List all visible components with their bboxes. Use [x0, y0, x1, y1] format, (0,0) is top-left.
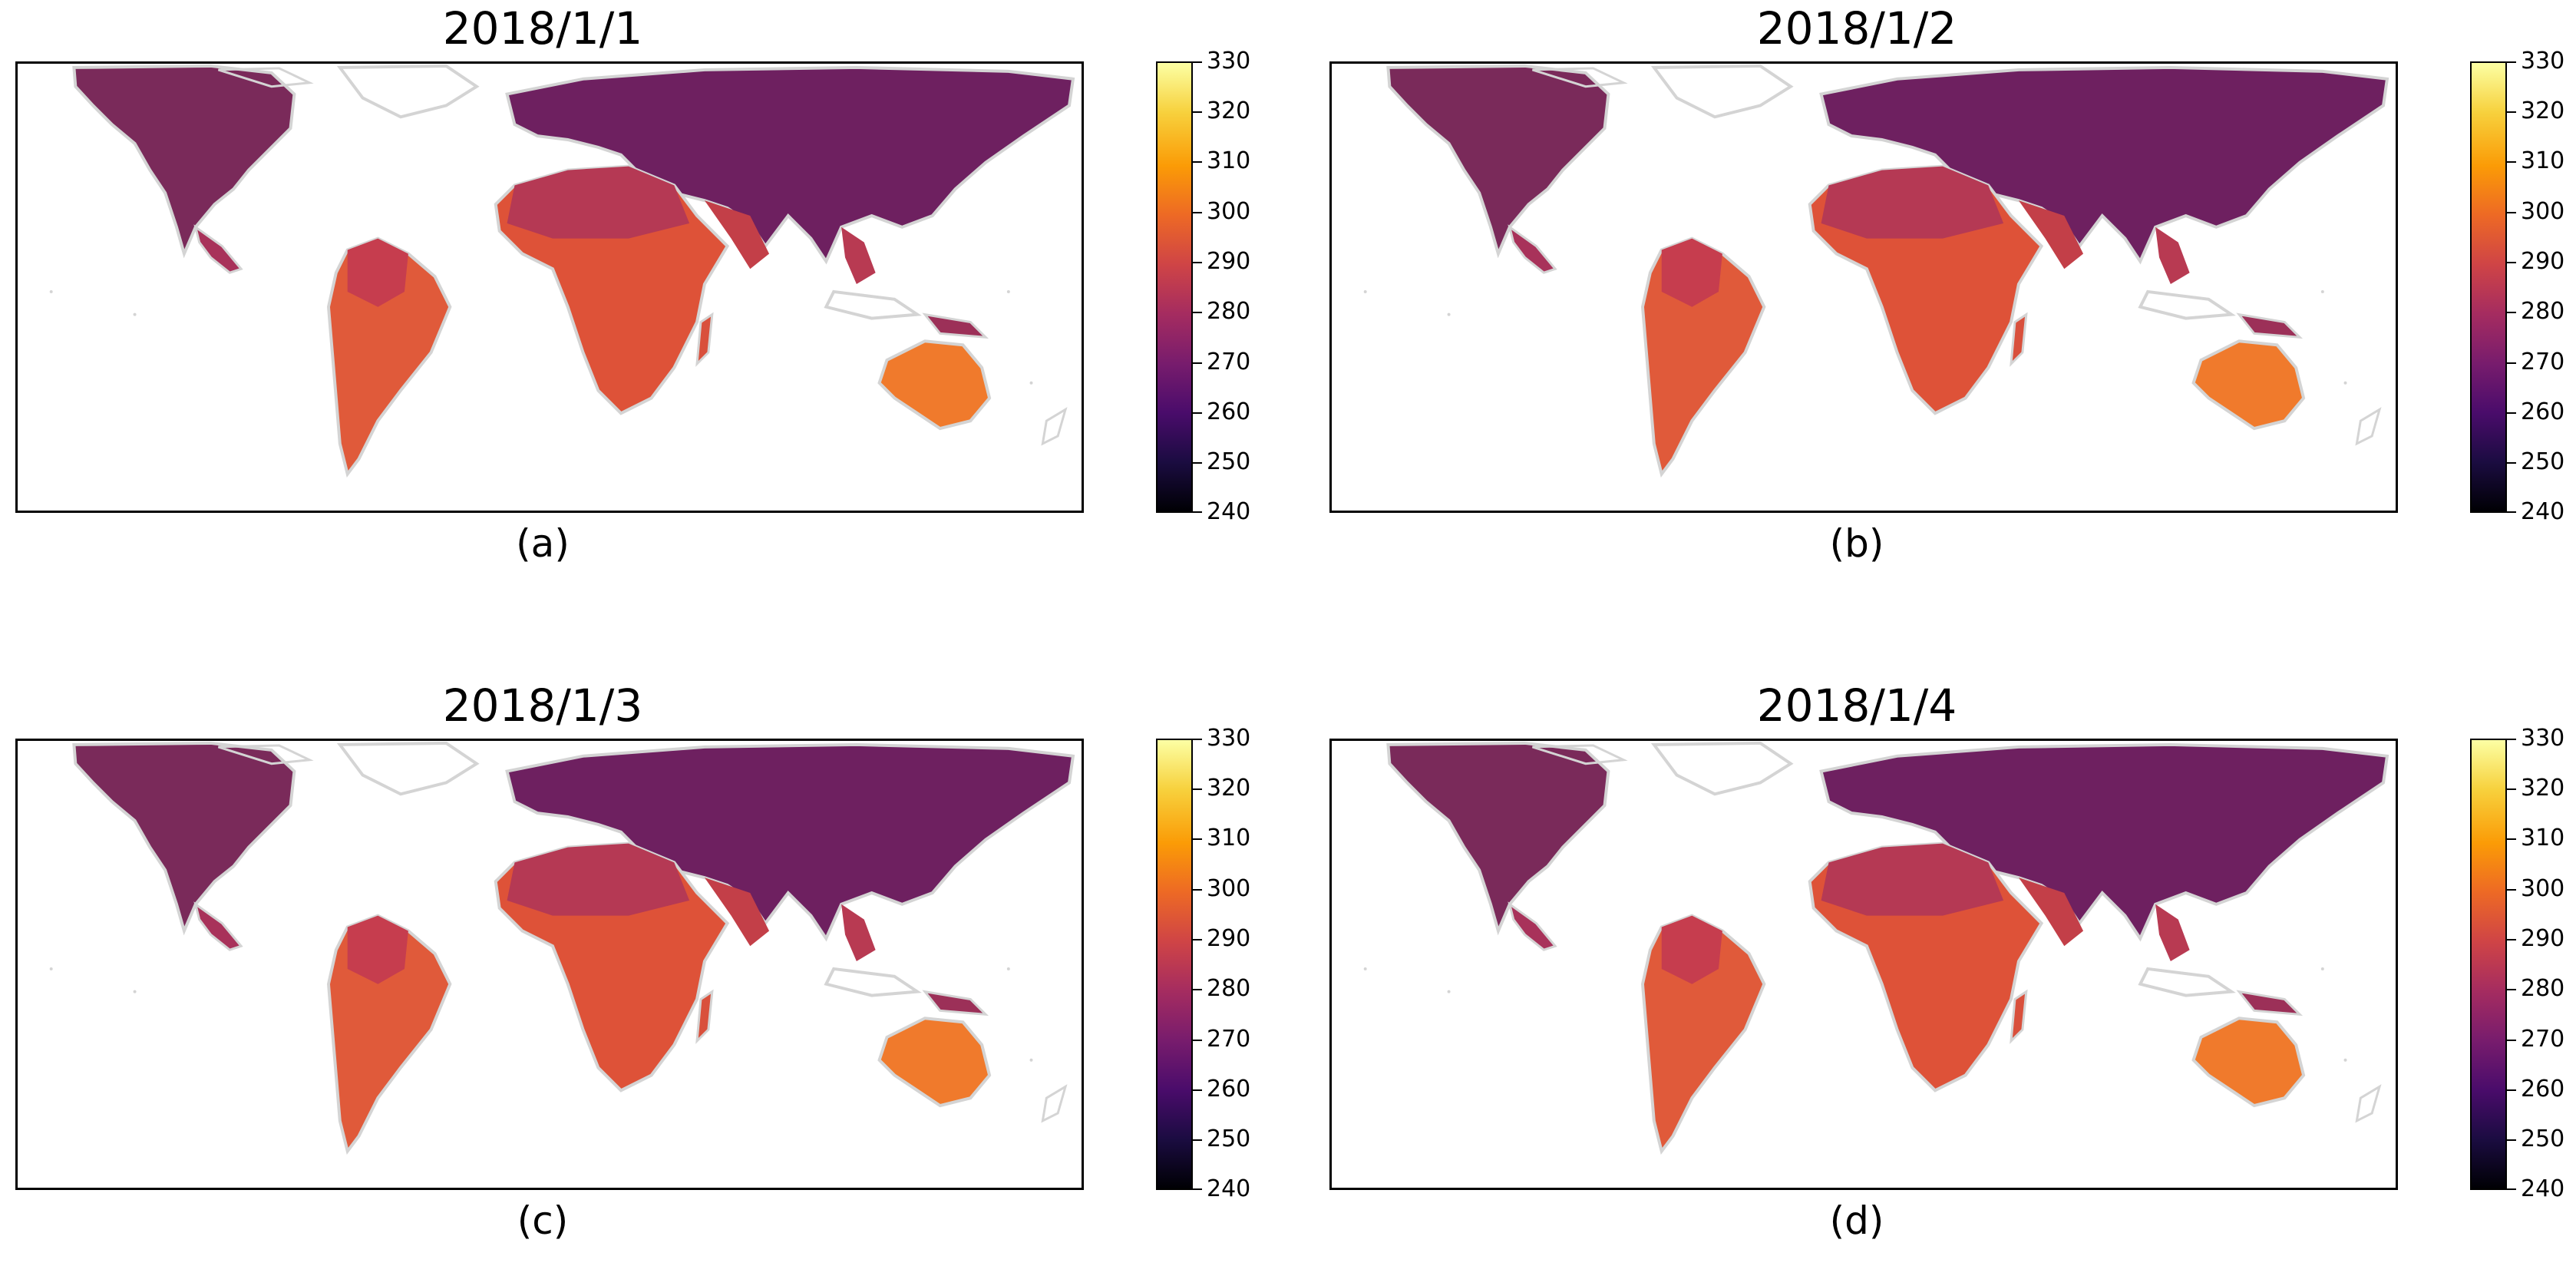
colorbar-tick-label: 250 — [1207, 448, 1251, 475]
colorbar-tick-label: 250 — [1207, 1126, 1251, 1152]
colorbar-tick-label: 290 — [2521, 248, 2565, 275]
panel-label: (b) — [1829, 521, 1884, 566]
colorbar-tick-label: 330 — [2521, 725, 2565, 752]
colorbar-tick-label: 320 — [1207, 775, 1251, 802]
panel-label: (d) — [1829, 1198, 1884, 1243]
colorbar-tick-label: 280 — [2521, 975, 2565, 1002]
map-frame — [15, 61, 1084, 513]
colorbar-tick-label: 270 — [1207, 1026, 1251, 1053]
map-frame — [1329, 739, 2398, 1190]
colorbar-tick-label: 330 — [2521, 48, 2565, 74]
colorbar-tick-label: 240 — [2521, 498, 2565, 525]
colorbar-tick-label: 310 — [2521, 825, 2565, 851]
colorbar-tick-label: 320 — [1207, 98, 1251, 124]
colorbar — [1156, 739, 1193, 1190]
colorbar-tick-label: 280 — [1207, 298, 1251, 325]
panel-title: 2018/1/3 — [442, 679, 643, 732]
colorbar-tick-label: 310 — [1207, 825, 1251, 851]
panel-b: 2018/1/2 330 320 310 300 290 280 270 260… — [1314, 0, 2576, 599]
colorbar — [2470, 61, 2507, 513]
colorbar — [2470, 739, 2507, 1190]
panel-title: 2018/1/2 — [1756, 2, 1957, 55]
colorbar-tick-label: 300 — [1207, 198, 1251, 225]
colorbar-tick-label: 290 — [1207, 925, 1251, 952]
colorbar-tick-label: 240 — [1207, 498, 1251, 525]
colorbar-tick-label: 300 — [2521, 198, 2565, 225]
world-map-heatmap — [1333, 64, 2394, 511]
colorbar-tick-label: 240 — [1207, 1175, 1251, 1202]
map-frame — [15, 739, 1084, 1190]
panel-title: 2018/1/1 — [442, 2, 643, 55]
colorbar-tick-label: 270 — [2521, 349, 2565, 375]
colorbar-tick-label: 320 — [2521, 775, 2565, 802]
colorbar-tick-label: 270 — [1207, 349, 1251, 375]
colorbar-tick-label: 260 — [2521, 1076, 2565, 1102]
colorbar-tick-label: 290 — [2521, 925, 2565, 952]
panel-a: 2018/1/1 330 320 310 300 290 280 270 260… — [0, 0, 1305, 599]
colorbar-tick-label: 240 — [2521, 1175, 2565, 1202]
colorbar — [1156, 61, 1193, 513]
colorbar-tick-label: 330 — [1207, 48, 1251, 74]
panel-title: 2018/1/4 — [1756, 679, 1957, 732]
world-map-heatmap — [1333, 741, 2394, 1188]
colorbar-tick-label: 300 — [1207, 875, 1251, 902]
panel-label: (a) — [516, 521, 570, 566]
colorbar-tick-label: 260 — [1207, 1076, 1251, 1102]
world-map-heatmap — [19, 741, 1080, 1188]
colorbar-tick-label: 250 — [2521, 1126, 2565, 1152]
panel-c: 2018/1/3 330 320 310 300 290 280 270 260… — [0, 677, 1305, 1276]
colorbar-tick-label: 270 — [2521, 1026, 2565, 1053]
colorbar-tick-label: 260 — [2521, 398, 2565, 425]
colorbar-tick-label: 250 — [2521, 448, 2565, 475]
colorbar-tick-label: 260 — [1207, 398, 1251, 425]
world-map-heatmap — [19, 64, 1080, 511]
colorbar-tick-label: 310 — [1207, 147, 1251, 174]
panel-d: 2018/1/4 330 320 310 300 290 280 270 260… — [1314, 677, 2576, 1276]
map-frame — [1329, 61, 2398, 513]
colorbar-tick-label: 330 — [1207, 725, 1251, 752]
colorbar-tick-label: 280 — [2521, 298, 2565, 325]
colorbar-tick-label: 310 — [2521, 147, 2565, 174]
colorbar-tick-label: 280 — [1207, 975, 1251, 1002]
colorbar-tick-label: 290 — [1207, 248, 1251, 275]
colorbar-tick-label: 300 — [2521, 875, 2565, 902]
panel-label: (c) — [517, 1198, 569, 1243]
colorbar-tick-label: 320 — [2521, 98, 2565, 124]
